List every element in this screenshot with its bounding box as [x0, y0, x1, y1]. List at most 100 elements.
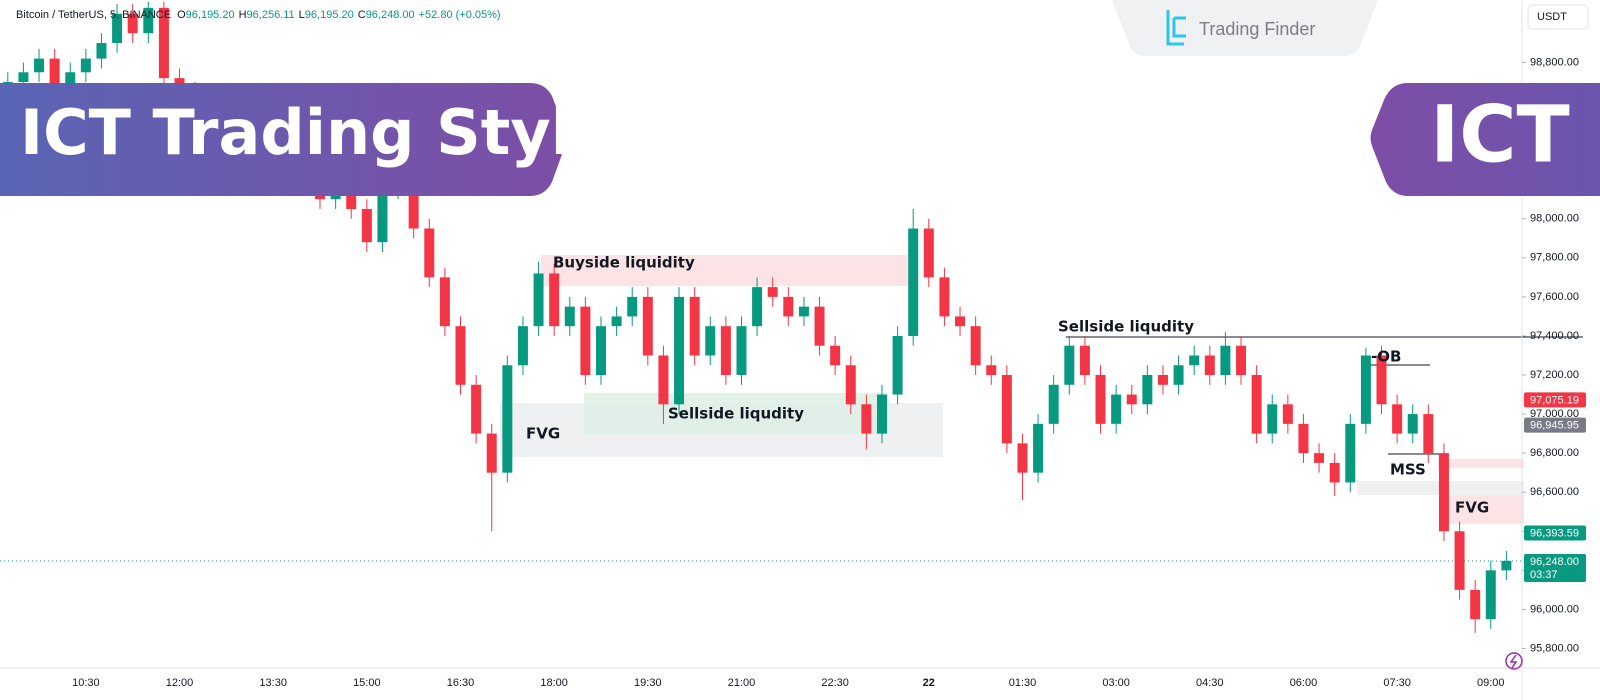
banner-tag: ICT [1430, 90, 1569, 180]
candle-body [1345, 423, 1356, 483]
candle-body [689, 296, 700, 356]
candle-body [627, 296, 638, 317]
x-tick-label: 01:30 [1009, 677, 1037, 689]
y-tick-label: 97,400.00 [1530, 330, 1579, 342]
annotations: Buyside liquidity FVG Sellside liqudity … [526, 254, 1489, 517]
candle-body [1142, 375, 1153, 405]
candle-body [923, 228, 934, 278]
x-tick-label: 22:30 [821, 677, 849, 689]
fvg-zone-2 [1440, 495, 1524, 524]
sellside-zone [584, 393, 888, 434]
annotation: FVG [526, 425, 560, 443]
candle-body [736, 326, 747, 376]
candle-body [486, 433, 497, 473]
candle-body [1157, 375, 1168, 385]
y-tick-label: 98,800.00 [1530, 56, 1579, 68]
candle-body [346, 183, 357, 209]
y-tick-label: 97,200.00 [1530, 369, 1579, 381]
candle-body [955, 316, 966, 327]
candle-body [1095, 375, 1106, 424]
candle-body [798, 306, 809, 317]
y-tick-label: 96,600.00 [1530, 486, 1579, 498]
x-tick-label: 18:00 [540, 677, 568, 689]
y-tick-label: 95,800.00 [1530, 642, 1579, 654]
annotation: Sellside liqudity [1058, 318, 1194, 336]
price-label-box [1524, 417, 1586, 433]
x-tick-label: 09:00 [1477, 677, 1505, 689]
candle-body [1407, 414, 1418, 434]
candle-body [752, 287, 763, 327]
candle-body [876, 394, 887, 434]
banner-title: ICT Trading Style [20, 96, 614, 169]
candle-body [377, 189, 388, 243]
x-tick-label: 07:30 [1383, 677, 1411, 689]
annotation: -OB [1371, 348, 1401, 366]
candle-body [517, 326, 528, 366]
candle-body [1189, 355, 1200, 366]
ohlc-value: 96,195.20 [305, 9, 354, 21]
candle-body [1204, 355, 1215, 376]
annotation: Buyside liquidity [553, 254, 695, 272]
change: +52.80 (+0.05%) [419, 9, 501, 21]
currency-button[interactable] [1527, 4, 1589, 30]
candle-body [986, 365, 997, 376]
candle-body [34, 58, 45, 73]
currency[interactable]: USDT [1537, 11, 1567, 23]
candle-body [1033, 423, 1044, 473]
y-tick-label: 97,600.00 [1530, 291, 1579, 303]
brand-name: Trading Finder [1199, 19, 1315, 39]
candle-body [767, 287, 778, 297]
candle-body [1485, 570, 1496, 620]
left-banner [0, 83, 567, 196]
x-tick-label: 22 [923, 677, 935, 689]
candle-body [1501, 560, 1512, 571]
candle-body [845, 365, 856, 405]
countdown: 03:37 [1530, 569, 1558, 581]
candle-body [861, 404, 872, 434]
candle-body [533, 273, 544, 327]
candle-body [1454, 531, 1465, 590]
candle-body [1017, 443, 1028, 473]
candle-body [783, 296, 794, 317]
right-banner [1370, 83, 1600, 196]
candle-body [1064, 345, 1075, 385]
y-tick-label: 96,000.00 [1530, 603, 1579, 615]
candle-body [127, 13, 138, 34]
candle-body [455, 326, 466, 385]
y-tick-label: 98,000.00 [1530, 213, 1579, 225]
candle-body [112, 13, 123, 43]
candle-body [502, 365, 513, 473]
price-label-box [1524, 525, 1586, 541]
price-label: 96,945.95 [1530, 420, 1579, 432]
bolt-icon[interactable] [1505, 652, 1523, 670]
candle-body [549, 273, 560, 327]
candle-body [424, 228, 435, 278]
candle-body [49, 58, 60, 86]
candle-body [158, 7, 169, 79]
candle-body [1376, 355, 1387, 405]
x-tick-label: 04:30 [1196, 677, 1224, 689]
candle-body [361, 208, 372, 243]
candle-body [1220, 345, 1231, 376]
price-label-box [1524, 392, 1586, 408]
candle-body [1298, 423, 1309, 454]
candle-body [18, 72, 29, 83]
candle-body [595, 326, 606, 376]
price-label: 96,393.59 [1530, 527, 1579, 539]
candle-body [674, 296, 685, 405]
header: Bitcoin / TetherUS, 5, BINANCE O96,195.20… [16, 9, 501, 21]
annotation: Sellside liqudity [668, 405, 804, 423]
x-tick-label: 06:00 [1290, 677, 1318, 689]
ohlc-key: O [177, 9, 186, 21]
candle-body [408, 179, 419, 229]
price-label-box [1524, 553, 1586, 582]
candle-body [564, 306, 575, 327]
candle-body [1438, 453, 1449, 532]
bolt [1509, 654, 1518, 669]
candles [2, 1, 1512, 633]
ohlc-value: 96,248.00 [366, 9, 415, 21]
candle-body [611, 316, 622, 327]
candle-body [96, 42, 107, 59]
ohlc-value: 96,195.20 [186, 9, 235, 21]
